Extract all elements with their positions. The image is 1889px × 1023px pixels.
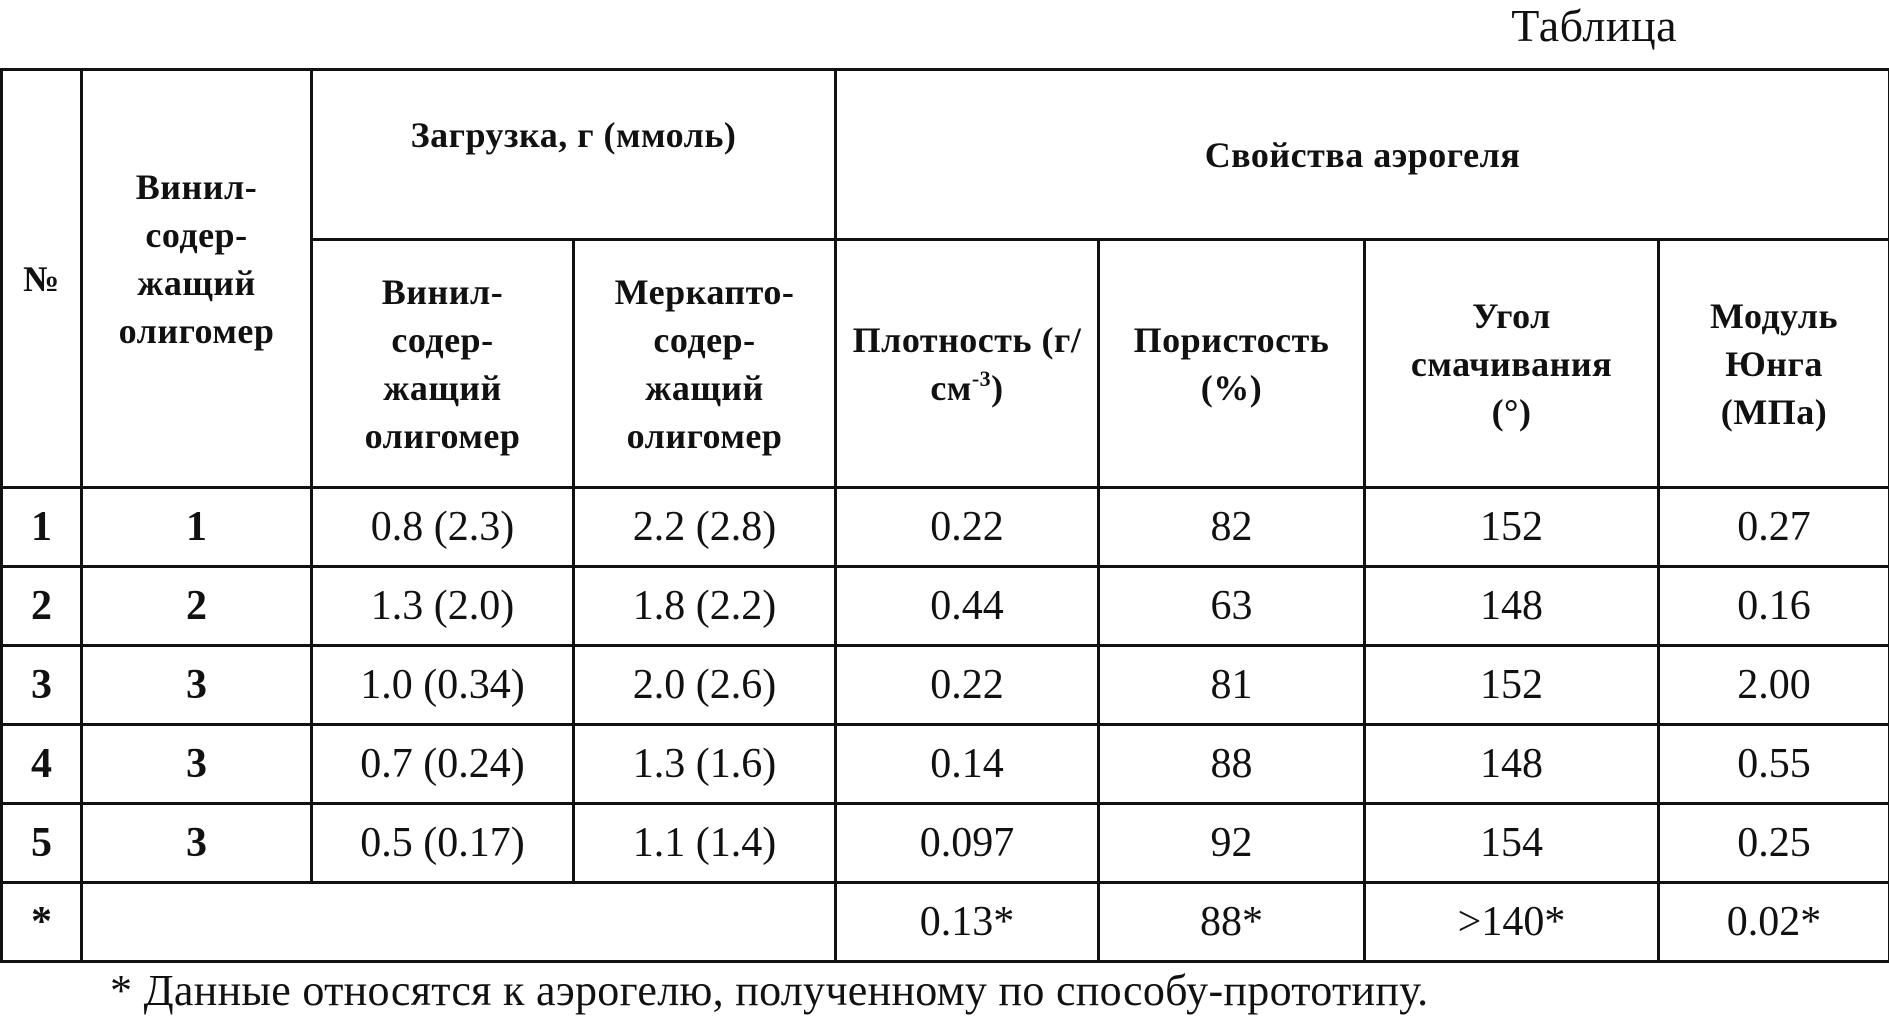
cell-oligomer: 3	[80, 644, 313, 726]
cell-porosity: 88	[1097, 723, 1366, 805]
header-density: Плотность (г/см-3)	[834, 238, 1100, 489]
header-porosity-label: Пористость (%)	[1133, 319, 1330, 408]
header-properties-group: Свойства аэрогеля	[833, 68, 1889, 241]
prototype-row: * 0.13* 88* >140* 0.02*	[0, 881, 1889, 963]
header-oligomer-label: Винил-содер-жащий олигомер	[118, 166, 275, 351]
header-loading-mercapto-label: Меркапто-содер-жащий олигомер	[614, 271, 795, 456]
table-row: 1 1 0.8 (2.3) 2.2 (2.8) 0.22 82 152 0.27	[0, 486, 1889, 568]
cell-oligomer: 1	[80, 486, 313, 568]
cell-porosity: 92	[1097, 802, 1366, 884]
cell-contact-angle: >140*	[1363, 881, 1660, 963]
cell-density: 0.13*	[834, 881, 1100, 963]
cell-no: 5	[0, 802, 83, 884]
cell-porosity: 88*	[1097, 881, 1366, 963]
cell-young-modulus: 0.27	[1656, 486, 1889, 568]
cell-no: *	[0, 881, 83, 963]
cell-mercapto-loading: 1.8 (2.2)	[572, 565, 837, 647]
header-density-exponent: -3	[971, 365, 992, 391]
cell-contact-angle: 148	[1363, 723, 1660, 805]
cell-empty-merged	[80, 881, 837, 963]
cell-young-modulus: 0.25	[1656, 802, 1889, 884]
cell-young-modulus: 2.00	[1656, 644, 1889, 726]
cell-density: 0.097	[834, 802, 1100, 884]
header-density-close: )	[991, 367, 1004, 408]
cell-contact-angle: 148	[1363, 565, 1660, 647]
cell-young-modulus: 0.16	[1656, 565, 1889, 647]
cell-porosity: 63	[1097, 565, 1366, 647]
cell-density: 0.22	[834, 644, 1100, 726]
cell-porosity: 81	[1097, 644, 1366, 726]
cell-vinyl-loading: 0.8 (2.3)	[310, 486, 575, 568]
cell-vinyl-loading: 1.3 (2.0)	[310, 565, 575, 647]
cell-no: 1	[0, 486, 83, 568]
header-loading-vinyl: Винил-содер-жащий олигомер	[310, 238, 575, 489]
cell-mercapto-loading: 2.0 (2.6)	[572, 644, 837, 726]
header-oligomer: Винил-содер-жащий олигомер	[80, 68, 313, 489]
header-porosity: Пористость (%)	[1097, 238, 1366, 489]
header-no: №	[0, 68, 83, 489]
cell-no: 3	[0, 644, 83, 726]
cell-porosity: 82	[1097, 486, 1366, 568]
header-density-label: Плотность (г/см	[852, 319, 1082, 408]
header-young-modulus: Модуль Юнга (МПа)	[1656, 238, 1889, 489]
aerogel-properties-table: № Винил-содер-жащий олигомер Загрузка, г…	[0, 68, 1889, 963]
header-contact-angle-label: Угол смачивания (°)	[1410, 295, 1613, 432]
header-row-2: Винил-содер-жащий олигомер Меркапто-соде…	[2, 238, 1889, 489]
table-row: 4 3 0.7 (0.24) 1.3 (1.6) 0.14 88 148 0.5…	[0, 723, 1889, 805]
header-contact-angle: Угол смачивания (°)	[1363, 238, 1660, 489]
cell-oligomer: 3	[80, 723, 313, 805]
header-loading-group: Загрузка, г (ммоль)	[310, 68, 837, 241]
cell-no: 2	[0, 565, 83, 647]
table-caption: Таблица	[1511, 0, 1677, 51]
cell-no: 4	[0, 723, 83, 805]
cell-mercapto-loading: 1.1 (1.4)	[572, 802, 837, 884]
header-loading-vinyl-label: Винил-содер-жащий олигомер	[364, 271, 521, 456]
header-young-modulus-label: Модуль Юнга (МПа)	[1710, 295, 1839, 432]
cell-density: 0.22	[834, 486, 1100, 568]
header-loading-mercapto: Меркапто-содер-жащий олигомер	[572, 238, 837, 489]
cell-oligomer: 3	[80, 802, 313, 884]
cell-density: 0.44	[834, 565, 1100, 647]
cell-mercapto-loading: 1.3 (1.6)	[572, 723, 837, 805]
cell-contact-angle: 152	[1363, 644, 1660, 726]
cell-young-modulus: 0.55	[1656, 723, 1889, 805]
cell-vinyl-loading: 1.0 (0.34)	[310, 644, 575, 726]
table-row: 5 3 0.5 (0.17) 1.1 (1.4) 0.097 92 154 0.…	[0, 802, 1889, 884]
cell-young-modulus: 0.02*	[1656, 881, 1889, 963]
cell-oligomer: 2	[80, 565, 313, 647]
header-row-1: № Винил-содер-жащий олигомер Загрузка, г…	[0, 68, 1889, 489]
cell-vinyl-loading: 0.7 (0.24)	[310, 723, 575, 805]
cell-contact-angle: 152	[1363, 486, 1660, 568]
cell-mercapto-loading: 2.2 (2.8)	[572, 486, 837, 568]
cell-contact-angle: 154	[1363, 802, 1660, 884]
table-row: 2 2 1.3 (2.0) 1.8 (2.2) 0.44 63 148 0.16	[0, 565, 1889, 647]
table-footnote: * Данные относятся к аэрогелю, полученно…	[110, 966, 1429, 1015]
cell-density: 0.14	[834, 723, 1100, 805]
cell-vinyl-loading: 0.5 (0.17)	[310, 802, 575, 884]
table-row: 3 3 1.0 (0.34) 2.0 (2.6) 0.22 81 152 2.0…	[0, 644, 1889, 726]
